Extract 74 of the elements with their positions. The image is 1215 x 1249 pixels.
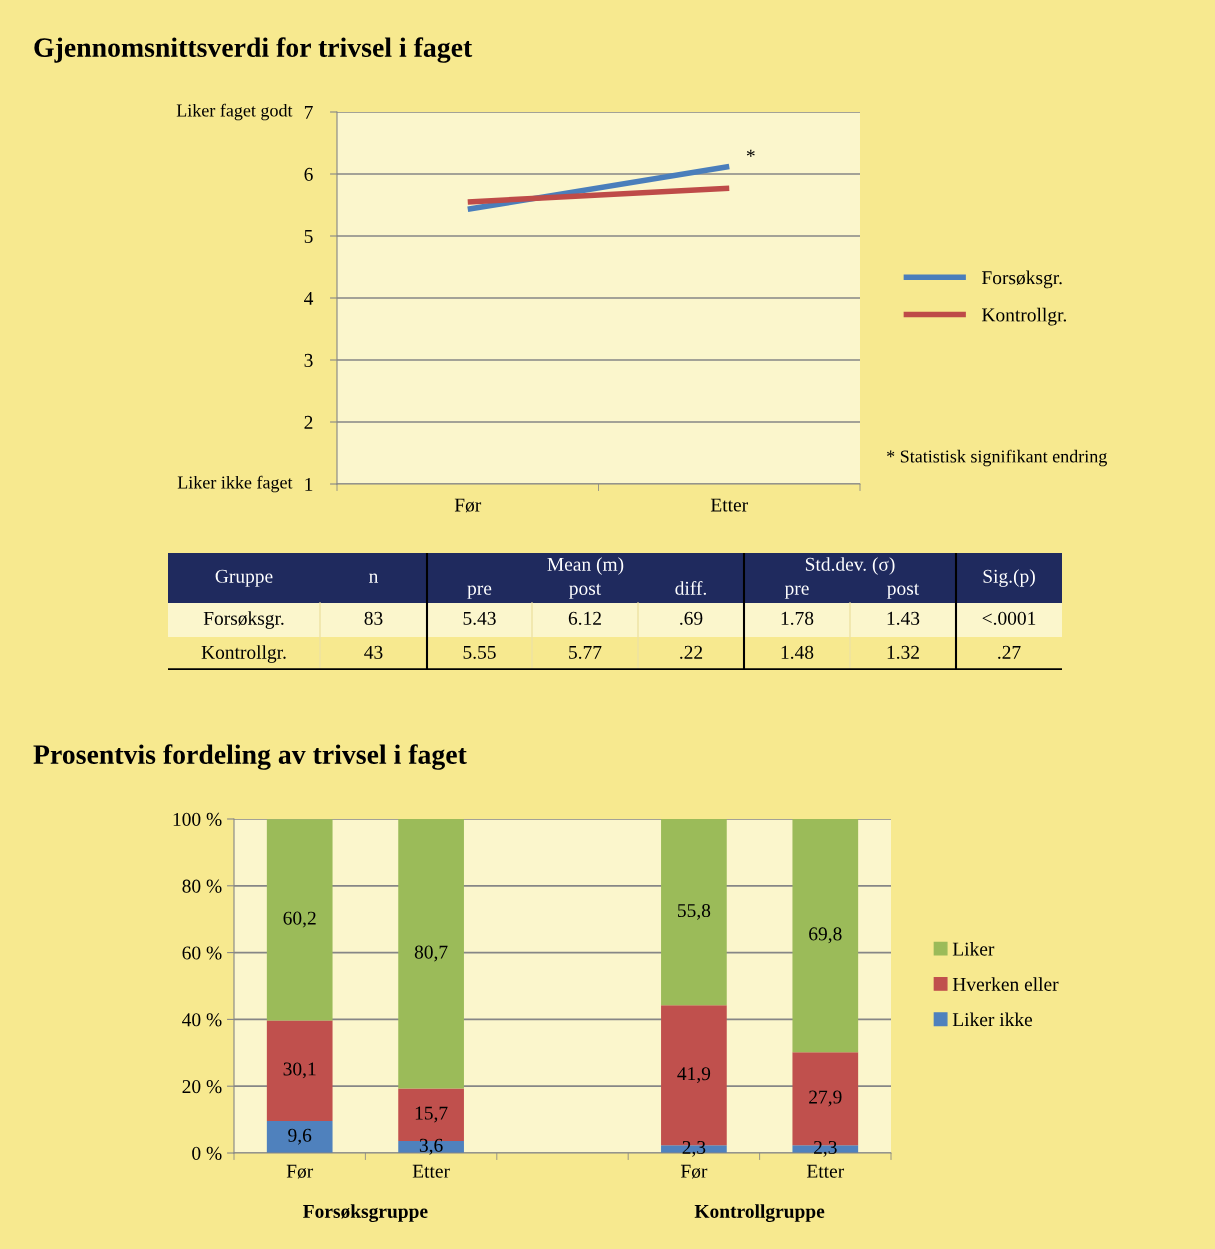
text: .27 <box>998 645 1021 659</box>
legend-label: Liker ikke <box>952 1012 1033 1027</box>
data-label: 41,9 <box>677 1067 711 1084</box>
legend-label: Kontrollgr. <box>981 307 1067 326</box>
text: post <box>887 583 920 599</box>
y-tick-label: 3 <box>304 353 313 367</box>
bar <box>792 819 859 1053</box>
data-label: 15,7 <box>415 1106 448 1123</box>
legend-label: Hverken eller <box>952 977 1059 991</box>
text: .22 <box>680 645 703 659</box>
text: Mean (m) <box>547 557 624 575</box>
text: Kontrollgr. <box>201 645 286 663</box>
x-tick-label: Før <box>680 1164 708 1179</box>
data-label: 55,8 <box>678 903 711 920</box>
x-tick-label: Etter <box>710 498 748 512</box>
y-tick-label: 80 % <box>182 879 222 893</box>
text: pre <box>784 585 809 599</box>
chart-title: Prosentvis fordeling av trivsel i faget <box>33 744 467 770</box>
y-tick-label: 7 <box>304 106 313 119</box>
text: 43 <box>364 645 383 659</box>
legend-label: Forsøksgr. <box>981 270 1062 289</box>
bar <box>266 1020 333 1121</box>
bar <box>266 819 333 1021</box>
text: Sig.(p) <box>983 569 1035 587</box>
chart-title: Gjennomsnittsverdi for trivsel i faget <box>34 37 473 63</box>
data-label: 9,6 <box>288 1128 312 1145</box>
text: 1.48 <box>781 645 814 659</box>
text: 83 <box>364 611 383 625</box>
text: 5.55 <box>463 645 496 659</box>
text: post <box>569 583 602 599</box>
y-tick-label: 6 <box>304 167 313 181</box>
text: Std.dev. (σ) <box>805 557 895 575</box>
data-label: 27,9 <box>809 1090 842 1107</box>
data-label: 3,6 <box>419 1138 443 1155</box>
bar <box>398 819 464 1089</box>
x-tick-label: Etter <box>412 1164 450 1178</box>
text: 1.78 <box>781 611 814 625</box>
text: Forsøksgruppe <box>303 1204 428 1223</box>
y-tick-label: 60 % <box>182 946 222 960</box>
text: 5.43 <box>463 611 496 625</box>
x-tick-label: Før <box>454 498 482 513</box>
text: n <box>369 573 379 583</box>
text: Liker ikke faget <box>177 475 293 493</box>
data-label: 69,8 <box>809 927 842 944</box>
data-label: 80,7 <box>414 945 448 962</box>
annotation: * <box>746 149 755 157</box>
text: Forsøksgr. <box>203 611 284 629</box>
x-tick-label: Etter <box>806 1164 845 1178</box>
bar <box>661 819 727 1006</box>
y-tick-label: 0 % <box>192 1146 222 1160</box>
y-tick-label: 40 % <box>182 1013 222 1027</box>
y-tick-label: 5 <box>304 230 313 243</box>
text: 1.43 <box>887 611 920 625</box>
text: Liker faget godt <box>176 103 293 121</box>
text: .69 <box>680 611 703 625</box>
text: <.0001 <box>982 611 1036 625</box>
text: 6.12 <box>568 611 601 625</box>
y-tick-label: 2 <box>304 415 313 429</box>
text: diff. <box>675 580 707 595</box>
text: Kontrollgruppe <box>694 1204 825 1223</box>
y-tick-label: 1 <box>305 477 313 491</box>
y-tick-label: 100 % <box>173 812 222 826</box>
text: 5.77 <box>569 645 602 659</box>
text: 1.32 <box>887 645 919 659</box>
bar <box>266 1120 333 1153</box>
data-label: 60,2 <box>283 911 316 928</box>
x-tick-label: Før <box>286 1164 314 1179</box>
y-tick-label: 20 % <box>182 1080 222 1094</box>
text: * Statistisk signifikant endring <box>887 449 1107 467</box>
text: Gruppe <box>215 569 273 587</box>
legend-label: Liker <box>952 941 995 956</box>
text: pre <box>467 585 492 599</box>
y-tick-label: 4 <box>304 291 314 305</box>
data-label: 30,1 <box>283 1062 316 1079</box>
